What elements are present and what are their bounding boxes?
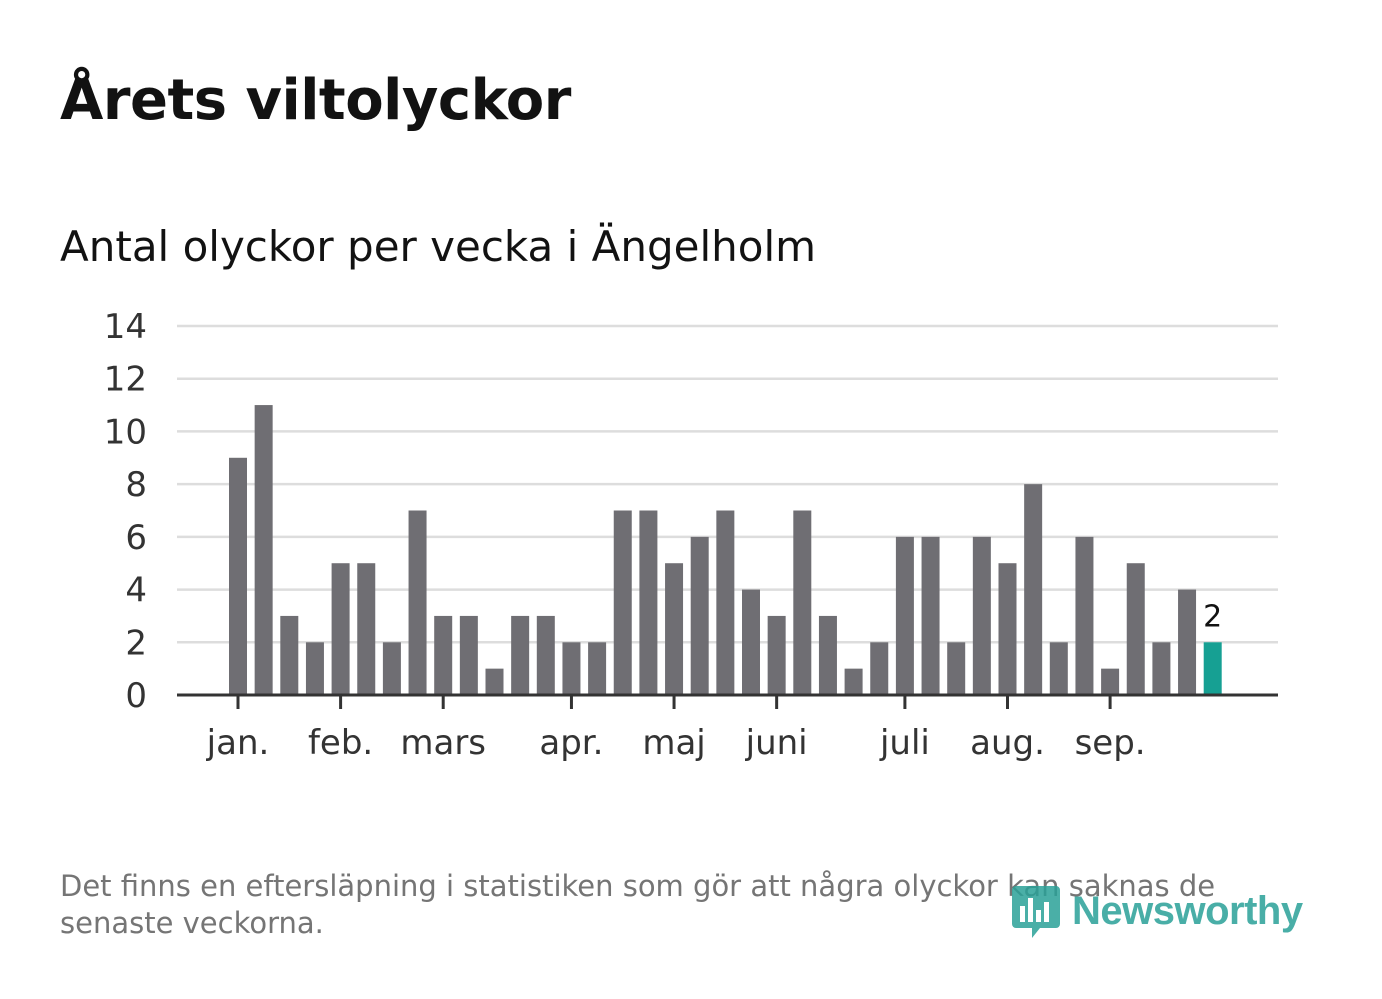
- y-tick-label: 12: [104, 360, 147, 400]
- x-tick-label: jan.: [206, 723, 270, 763]
- y-axis-ticks: 0 2 4 6 8 10 12 14: [104, 307, 147, 716]
- bar: [716, 510, 735, 695]
- x-tick-label: apr.: [539, 723, 603, 763]
- bar: [254, 405, 273, 695]
- bar: [793, 510, 812, 695]
- bar: [1152, 642, 1171, 695]
- bar: [408, 510, 427, 695]
- y-tick-label: 10: [104, 412, 147, 452]
- bar: [562, 642, 581, 695]
- bar-highlight: [1203, 642, 1222, 695]
- highlight-value-label: 2: [1203, 599, 1222, 634]
- bar: [485, 668, 504, 695]
- x-tick-label: maj: [642, 723, 705, 763]
- bar: [331, 563, 350, 695]
- bar: [305, 642, 324, 695]
- bar: [357, 563, 376, 695]
- chart-subtitle: Antal olyckor per vecka i Ängelholm: [60, 222, 817, 271]
- bar: [1101, 668, 1120, 695]
- chart-title: Årets viltolyckor: [60, 68, 571, 133]
- bar: [1126, 563, 1145, 695]
- bar: [665, 563, 684, 695]
- bar: [1049, 642, 1068, 695]
- bar: [947, 642, 966, 695]
- bar: [998, 563, 1017, 695]
- logo-text: Newsworthy: [1072, 888, 1303, 933]
- bar: [895, 536, 914, 695]
- bar: [434, 615, 453, 695]
- bar: [844, 668, 863, 695]
- bar: [536, 615, 555, 695]
- bar: [511, 615, 530, 695]
- bar: [229, 457, 247, 695]
- y-tick-label: 14: [104, 307, 147, 347]
- y-tick-label: 4: [125, 571, 147, 611]
- bar: [921, 536, 940, 695]
- bar: [382, 642, 401, 695]
- newsworthy-logo: Newsworthy: [1010, 878, 1340, 944]
- y-tick-label: 8: [125, 465, 147, 505]
- bar: [639, 510, 658, 695]
- y-tick-label: 2: [125, 623, 147, 663]
- x-tick-label: juli: [879, 723, 930, 763]
- bar: [613, 510, 632, 695]
- y-tick-label: 6: [125, 518, 147, 558]
- bar: [767, 615, 786, 695]
- bar: [818, 615, 837, 695]
- bar: [972, 536, 991, 695]
- bar: [1075, 536, 1094, 695]
- bar: [742, 589, 760, 695]
- bar: [588, 642, 607, 695]
- chart-speech-bubble-icon: [1012, 886, 1060, 938]
- bar: [1024, 484, 1043, 695]
- x-axis-ticks: jan. feb. mars apr. maj juni juli aug. sep.: [206, 695, 1146, 763]
- bar: [280, 615, 299, 695]
- y-tick-label: 0: [125, 676, 147, 716]
- bar: [459, 615, 478, 695]
- x-tick-label: sep.: [1075, 723, 1146, 763]
- bar: [1178, 589, 1197, 695]
- bars: [229, 405, 1222, 695]
- bar-chart: 0 2 4 6 8 10 12 14 jan. feb. mars apr. maj juni juli a…: [104, 307, 1278, 763]
- x-tick-label: juni: [745, 723, 808, 763]
- x-tick-label: feb.: [308, 723, 373, 763]
- bar: [870, 642, 889, 695]
- x-tick-label: aug.: [970, 723, 1045, 763]
- x-tick-label: mars: [400, 723, 486, 763]
- bar: [690, 536, 709, 695]
